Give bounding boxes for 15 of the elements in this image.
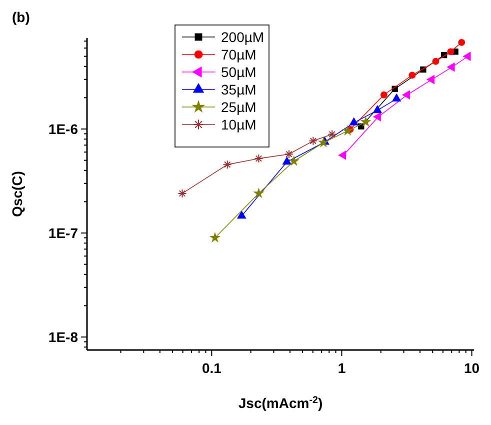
x-tick-label: 1 bbox=[338, 360, 346, 376]
x-axis-title: Jsc(mAcm$^{-2}$) bbox=[238, 394, 323, 411]
y-tick-label: 1E-6 bbox=[48, 121, 78, 138]
legend-label: 35µM bbox=[221, 82, 256, 98]
x-tick-label: 0.1 bbox=[202, 360, 222, 376]
y-tick-label: 1E-7 bbox=[48, 225, 78, 242]
legend-label: 10µM bbox=[221, 116, 256, 132]
x-tick-label: 10 bbox=[464, 360, 480, 376]
y-axis-title: Qsc(C) bbox=[9, 171, 25, 217]
legend-label: 25µM bbox=[221, 99, 256, 115]
legend-label: 50µM bbox=[221, 64, 256, 80]
chart-title: (b) bbox=[12, 9, 30, 25]
y-tick-label: 1E-8 bbox=[48, 329, 78, 346]
legend-label: 200µM bbox=[221, 29, 264, 45]
legend-label: 70µM bbox=[221, 46, 256, 62]
